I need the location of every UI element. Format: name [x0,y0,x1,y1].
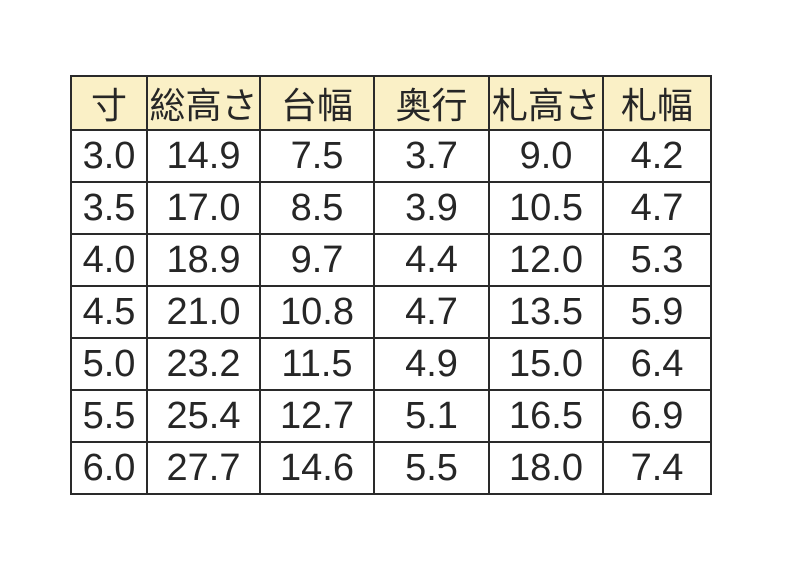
table-row: 6.0 27.7 14.6 5.5 18.0 7.4 [70,441,712,495]
table-cell: 4.2 [602,129,712,183]
table-cell: 8.5 [259,181,375,235]
table-cell: 4.4 [373,233,490,287]
column-header-sun: 寸 [70,75,148,131]
table-cell: 12.0 [488,233,604,287]
table-cell: 12.7 [259,389,375,443]
table-cell: 18.9 [146,233,261,287]
table-cell: 21.0 [146,285,261,339]
table-cell: 11.5 [259,337,375,391]
table-cell: 7.4 [602,441,712,495]
table-cell: 6.9 [602,389,712,443]
table-cell: 3.7 [373,129,490,183]
table-row: 4.5 21.0 10.8 4.7 13.5 5.9 [70,285,712,339]
table-cell: 5.3 [602,233,712,287]
table-cell: 27.7 [146,441,261,495]
column-header-total-height: 総高さ [146,75,261,131]
table-cell: 4.5 [70,285,148,339]
table-row: 5.0 23.2 11.5 4.9 15.0 6.4 [70,337,712,391]
column-header-depth: 奥行 [373,75,490,131]
header-row: 寸 総高さ 台幅 奥行 札高さ 札幅 [70,75,712,131]
table-cell: 10.5 [488,181,604,235]
table-cell: 9.7 [259,233,375,287]
table-cell: 5.9 [602,285,712,339]
table-cell: 18.0 [488,441,604,495]
table-cell: 6.0 [70,441,148,495]
table-cell: 13.5 [488,285,604,339]
table-cell: 4.7 [373,285,490,339]
table-cell: 25.4 [146,389,261,443]
table-cell: 4.9 [373,337,490,391]
table-cell: 6.4 [602,337,712,391]
table-row: 5.5 25.4 12.7 5.1 16.5 6.9 [70,389,712,443]
table-cell: 17.0 [146,181,261,235]
table-cell: 14.9 [146,129,261,183]
table-cell: 3.9 [373,181,490,235]
table-cell: 16.5 [488,389,604,443]
table-cell: 5.1 [373,389,490,443]
table-row: 4.0 18.9 9.7 4.4 12.0 5.3 [70,233,712,287]
size-spec-table: 寸 総高さ 台幅 奥行 札高さ 札幅 3.0 14.9 7.5 3.7 9.0 … [70,75,712,495]
table-row: 3.0 14.9 7.5 3.7 9.0 4.2 [70,129,712,183]
table-cell: 10.8 [259,285,375,339]
table-cell: 7.5 [259,129,375,183]
table-cell: 3.5 [70,181,148,235]
table-cell: 23.2 [146,337,261,391]
table-row: 3.5 17.0 8.5 3.9 10.5 4.7 [70,181,712,235]
column-header-tablet-height: 札高さ [488,75,604,131]
table-cell: 4.7 [602,181,712,235]
column-header-tablet-width: 札幅 [602,75,712,131]
table-cell: 5.5 [373,441,490,495]
table-cell: 14.6 [259,441,375,495]
column-header-base-width: 台幅 [259,75,375,131]
table-cell: 4.0 [70,233,148,287]
table-cell: 9.0 [488,129,604,183]
table-cell: 15.0 [488,337,604,391]
table-cell: 5.0 [70,337,148,391]
table-cell: 3.0 [70,129,148,183]
table-cell: 5.5 [70,389,148,443]
